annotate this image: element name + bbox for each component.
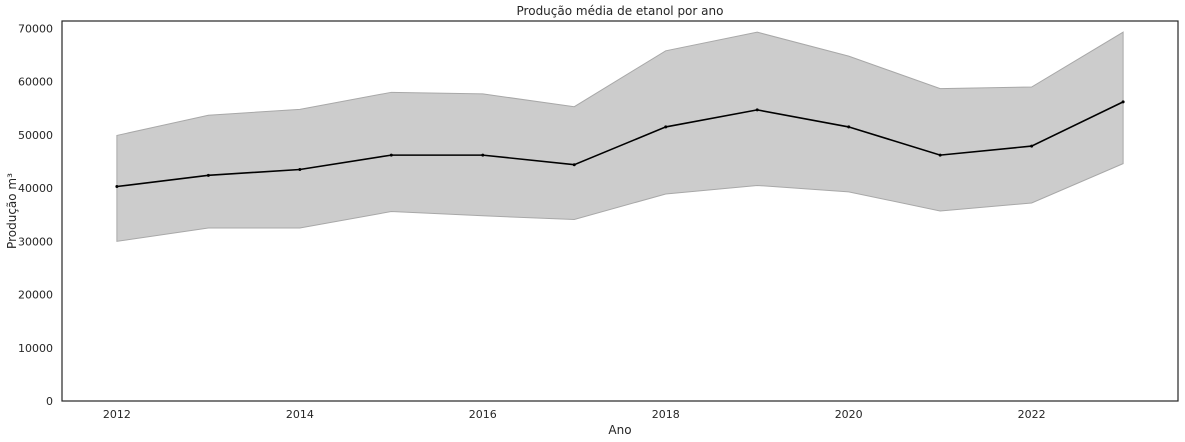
x-tick-label: 2018 xyxy=(652,408,680,421)
data-point xyxy=(1121,100,1125,104)
x-tick-label: 2020 xyxy=(835,408,863,421)
chart-title: Produção média de etanol por ano xyxy=(517,4,724,18)
y-tick-label: 70000 xyxy=(18,22,53,35)
data-point xyxy=(481,153,485,157)
x-tick-label: 2016 xyxy=(469,408,497,421)
data-point xyxy=(847,125,851,129)
y-axis-label: Produção m³ xyxy=(5,173,19,249)
data-point xyxy=(938,153,942,157)
y-tick-label: 30000 xyxy=(18,235,53,248)
plot-frame xyxy=(61,20,1179,402)
data-point xyxy=(389,153,393,157)
y-tick-label: 40000 xyxy=(18,182,53,195)
x-tick-label: 2014 xyxy=(286,408,314,421)
x-axis-label: Ano xyxy=(608,423,631,437)
data-point xyxy=(206,173,210,177)
y-tick-label: 10000 xyxy=(18,342,53,355)
data-point xyxy=(298,167,302,171)
data-point xyxy=(115,185,119,189)
y-tick-label: 0 xyxy=(46,395,53,408)
data-point xyxy=(664,125,668,129)
y-tick-label: 60000 xyxy=(18,76,53,89)
x-axis-ticks: 2012 2014 2016 2018 2020 2022 xyxy=(103,408,1046,421)
data-point xyxy=(755,108,759,112)
y-tick-label: 20000 xyxy=(18,289,53,302)
plot-area xyxy=(61,20,1179,402)
confidence-band xyxy=(116,31,1124,242)
data-point xyxy=(572,163,576,167)
mean-line xyxy=(116,101,1124,188)
data-point xyxy=(1030,144,1034,148)
y-axis-ticks: 0 10000 20000 30000 40000 50000 60000 70000 xyxy=(18,22,53,408)
y-tick-label: 50000 xyxy=(18,129,53,142)
x-tick-label: 2012 xyxy=(103,408,131,421)
x-tick-label: 2022 xyxy=(1018,408,1046,421)
